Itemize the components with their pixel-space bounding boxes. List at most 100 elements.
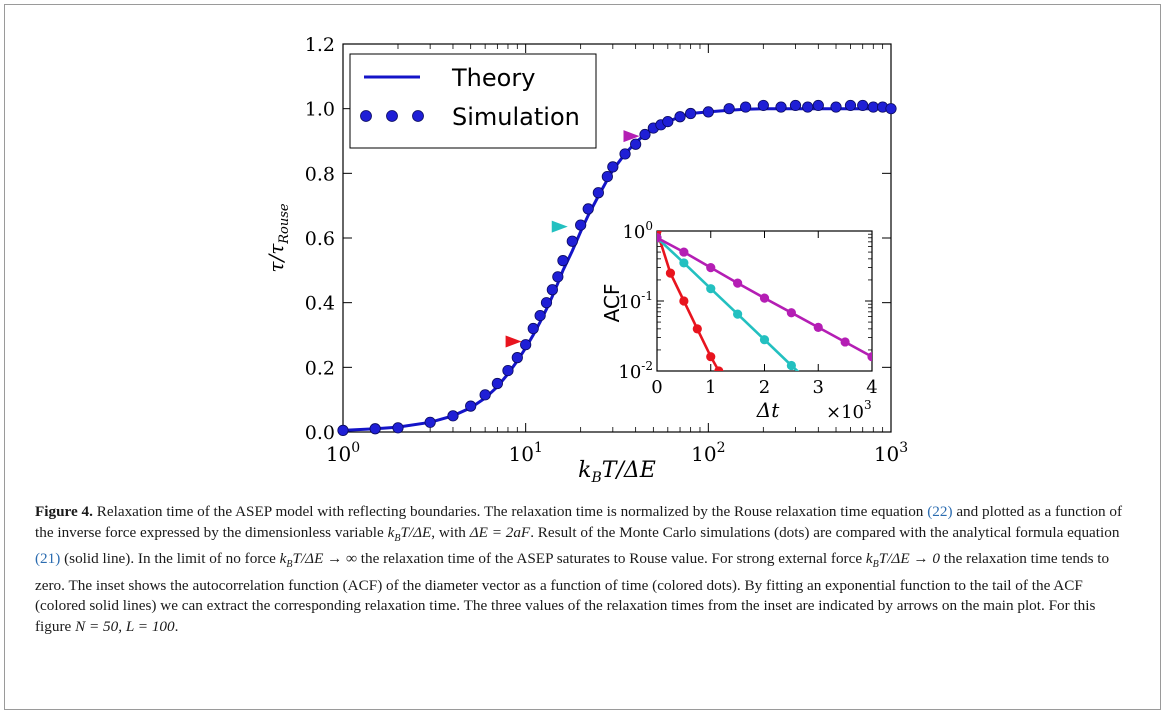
simulation-point: [502, 364, 514, 377]
legend-box: [349, 53, 597, 149]
caption-math: N = 50, L = 100: [75, 617, 175, 635]
simulation-point: [479, 389, 491, 401]
y-tick-label: 0.6: [305, 228, 335, 250]
equation-ref-22[interactable]: (22): [927, 503, 953, 520]
caption-text: .: [174, 617, 179, 635]
inset-acf-point: [679, 258, 689, 268]
simulation-point: [566, 235, 578, 247]
inset-y-tick-label: 10-1: [618, 289, 653, 313]
simulation-point: [520, 339, 532, 351]
simulation-point: [775, 101, 787, 113]
simulation-point: [546, 284, 558, 296]
simulation-point: [723, 103, 735, 115]
figure-frame: [4, 4, 1161, 710]
y-tick-label: 1.2: [305, 34, 335, 56]
y-axis-label: τ/τRouse: [264, 203, 292, 273]
simulation-series: [337, 99, 897, 436]
caption-text: the relaxation time of the ASEP saturate…: [356, 550, 866, 568]
y-tick-labels: 0.0 0.2 0.4 0.6 0.8 1.0 1.2: [305, 34, 335, 444]
simulation-point: [674, 111, 686, 123]
simulation-point: [789, 99, 802, 112]
simulation-point: [592, 187, 604, 199]
legend-sim-dot: [412, 110, 424, 122]
caption-math: kBT/ΔE: [387, 523, 432, 544]
simulation-point: [369, 423, 381, 435]
inset-acf-point: [759, 335, 770, 345]
caption-math: ΔE = 2aF: [469, 523, 531, 541]
inset-x-tick-label: 3: [813, 377, 824, 398]
x-axis-label: kBT/ΔE: [578, 458, 656, 486]
simulation-point: [491, 377, 503, 390]
x-tick-label: 101: [508, 440, 542, 466]
inset-y-tick-labels: 100 10-1 10-2: [618, 219, 653, 383]
simulation-point: [757, 99, 769, 112]
figure-caption: Figure 4. Relaxation time of the ASEP mo…: [35, 502, 1135, 637]
inset-x-tick-labels: 0 1 2 3 4: [651, 377, 877, 398]
inset-acf-point: [786, 308, 796, 318]
inset-y-tick-label: 10-2: [618, 359, 653, 383]
simulation-point: [812, 99, 824, 112]
simulation-point: [447, 410, 459, 422]
simulation-point: [337, 424, 349, 436]
inset-acf-point: [733, 309, 743, 319]
x-tick-label: 102: [691, 440, 725, 466]
relaxation-arrow: [623, 130, 640, 143]
legend-simulation-label: Simulation: [452, 103, 580, 131]
equation-ref-21[interactable]: (21): [35, 550, 61, 568]
inset-acf-point: [706, 284, 716, 294]
simulation-point: [867, 101, 879, 113]
caption-math: kBT/ΔE → 0: [865, 550, 940, 571]
simulation-point: [844, 99, 857, 112]
inset-x-axis-label: Δt: [756, 398, 780, 422]
simulation-point: [575, 219, 587, 231]
simulation-point: [630, 138, 642, 150]
inset-acf-point: [786, 360, 796, 371]
caption-text: , with: [431, 523, 470, 541]
inset-acf-point: [733, 278, 743, 288]
relaxation-arrows: [505, 130, 640, 348]
simulation-point: [534, 309, 546, 322]
caption-text: . Result of the Monte Carlo simulations …: [530, 523, 1120, 541]
inset-y-tick-label: 100: [622, 219, 653, 243]
legend-sim-dot: [386, 110, 398, 122]
simulation-point: [582, 203, 594, 215]
simulation-point: [465, 400, 477, 412]
simulation-point: [702, 106, 714, 118]
y-tick-label: 0.2: [305, 357, 335, 379]
main-ticks: [342, 43, 892, 433]
inset-acf-point: [813, 322, 823, 332]
y-tick-label: 0.8: [305, 163, 335, 185]
caption-text: the relaxation time tends to zero. The i…: [35, 550, 1110, 635]
inset-acf-point: [692, 324, 702, 334]
inset-y-axis-label: ACF: [600, 284, 624, 323]
simulation-point: [601, 170, 613, 183]
legend-theory-label: Theory: [451, 64, 535, 92]
simulation-point: [857, 99, 869, 112]
caption-text: (solid line). In the limit of no force: [60, 550, 280, 568]
inset-acf-point: [706, 263, 716, 273]
inset-x-tick-label: 2: [759, 377, 770, 398]
y-tick-label: 0.4: [305, 293, 335, 315]
simulation-point: [540, 297, 553, 309]
simulation-point: [740, 101, 752, 113]
relaxation-arrow: [551, 220, 568, 233]
simulation-point: [685, 107, 697, 120]
legend-sim-dot: [360, 110, 372, 122]
simulation-point: [511, 352, 523, 364]
x-tick-label: 100: [326, 440, 360, 466]
simulation-point: [392, 422, 404, 434]
inset-acf-point: [665, 268, 676, 278]
inset-acf-point: [706, 352, 716, 362]
caption-math: kBT/ΔE → ∞: [279, 550, 357, 571]
y-tick-label: 1.0: [305, 99, 335, 121]
x-tick-labels: 100 101 102 103: [326, 440, 908, 466]
inset-x-tick-label: 0: [651, 377, 662, 398]
caption-text: Relaxation time of the ASEP model with r…: [92, 503, 928, 520]
inset-acf-point: [714, 366, 724, 371]
simulation-point: [662, 116, 674, 128]
relaxation-arrow: [505, 335, 522, 348]
y-tick-label: 0.0: [305, 422, 335, 444]
simulation-point: [639, 128, 651, 141]
inset-acf-point: [759, 293, 770, 303]
